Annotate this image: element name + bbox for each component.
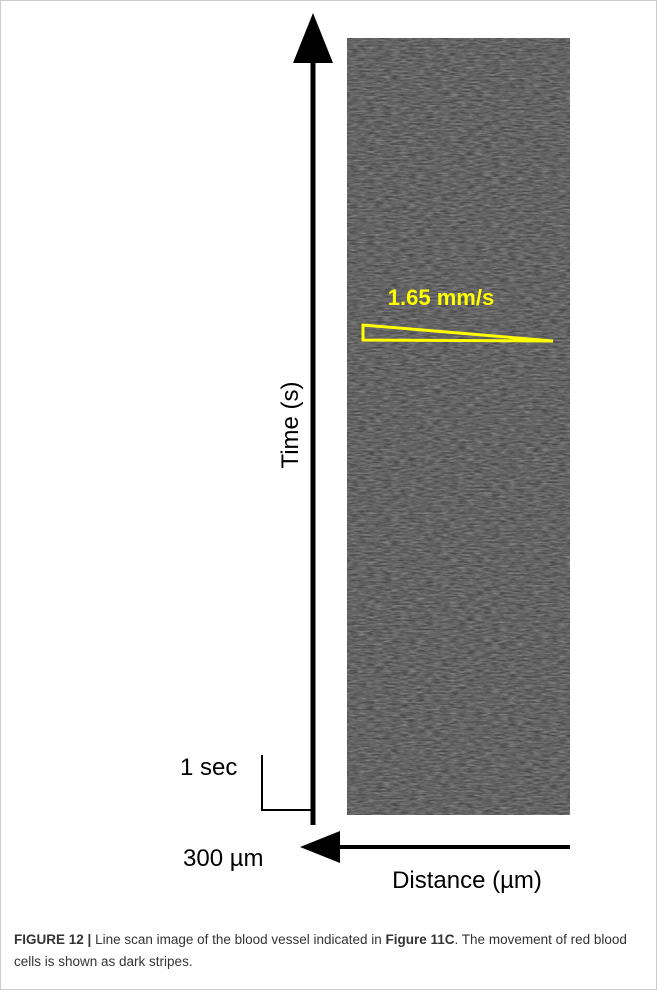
velocity-triangle	[361, 323, 554, 343]
scale-bar	[261, 755, 313, 811]
time-axis-label: Time (s)	[277, 381, 304, 468]
distance-axis-label: Distance (µm)	[392, 867, 542, 894]
line-scan-texture	[347, 38, 570, 815]
distance-scale-label: 300 µm	[183, 845, 264, 872]
caption: FIGURE 12 | Line scan image of the blood…	[14, 929, 644, 973]
caption-text: Line scan image of the blood vessel indi…	[95, 932, 382, 947]
caption-text: . The movement of red blood cells is sho…	[14, 932, 627, 969]
figure: Time (s) 1.65 mm/s 1 sec 300 µm Distance…	[180, 13, 570, 894]
velocity-label: 1.65 mm/s	[388, 285, 494, 310]
caption-reference[interactable]: Figure 11C	[385, 932, 455, 947]
caption-label: FIGURE 12 |	[14, 932, 92, 947]
time-scale-label: 1 sec	[180, 754, 237, 781]
